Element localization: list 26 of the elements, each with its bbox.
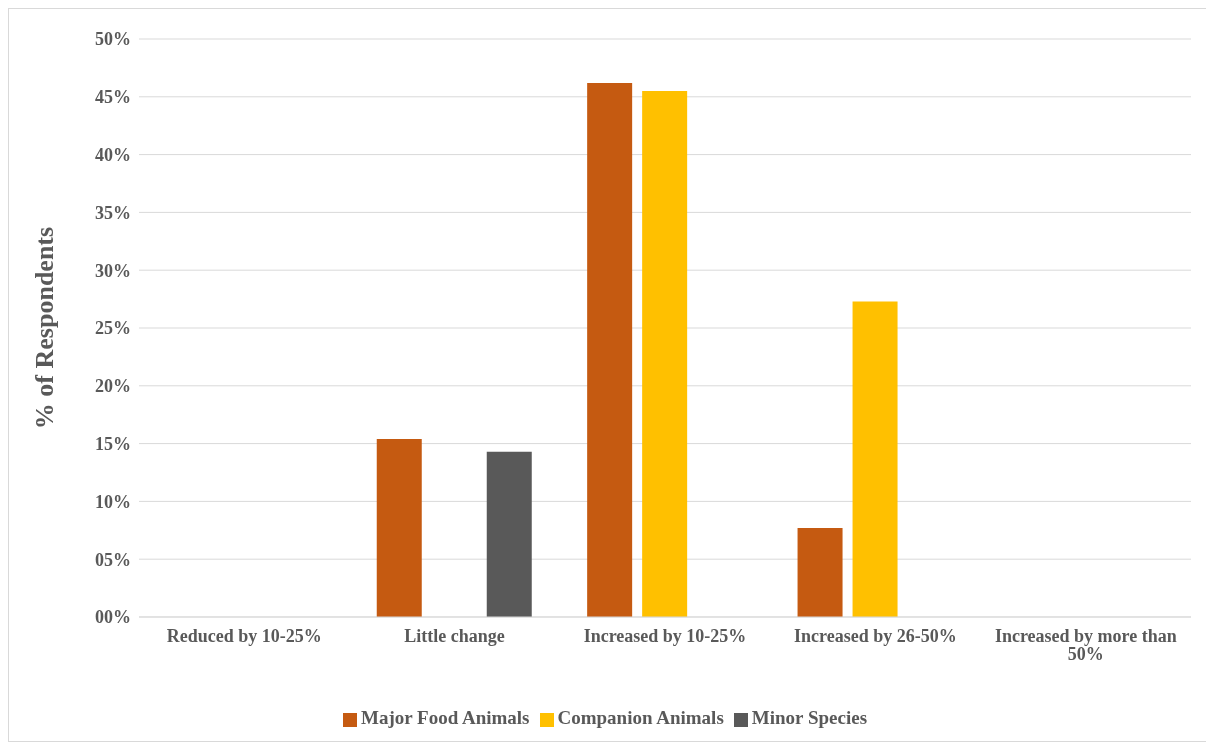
y-axis-title: % of Respondents xyxy=(30,226,60,430)
bar xyxy=(797,527,843,617)
y-tick-label: 35% xyxy=(95,202,131,223)
y-tick-label: 50% xyxy=(95,29,131,50)
y-tick-label: 45% xyxy=(95,87,131,108)
y-tick-label: 20% xyxy=(95,376,131,397)
bar xyxy=(486,451,532,617)
legend-label: Companion Animals xyxy=(557,707,724,728)
bar xyxy=(376,438,422,617)
legend-label: Minor Species xyxy=(751,707,868,728)
legend-label: Major Food Animals xyxy=(360,707,530,728)
y-tick-label: 10% xyxy=(95,491,131,512)
y-tick-label: 30% xyxy=(95,260,131,281)
y-tick-label: 40% xyxy=(95,144,131,165)
bar xyxy=(852,301,898,617)
y-tick-label: 05% xyxy=(95,549,131,570)
y-tick-label: 25% xyxy=(95,318,131,339)
bar xyxy=(642,91,688,617)
y-tick-label: 15% xyxy=(95,433,131,454)
x-tick-label: Increased by more than 50% xyxy=(994,625,1177,664)
x-tick-label: Increased by 10-25% xyxy=(583,625,747,646)
x-tick-label: Little change xyxy=(404,625,505,646)
x-tick-label: Increased by 26-50% xyxy=(794,625,957,646)
x-tick-label: Reduced by 10-25% xyxy=(166,625,322,646)
y-tick-label: 00% xyxy=(95,607,131,628)
bar xyxy=(587,82,633,617)
